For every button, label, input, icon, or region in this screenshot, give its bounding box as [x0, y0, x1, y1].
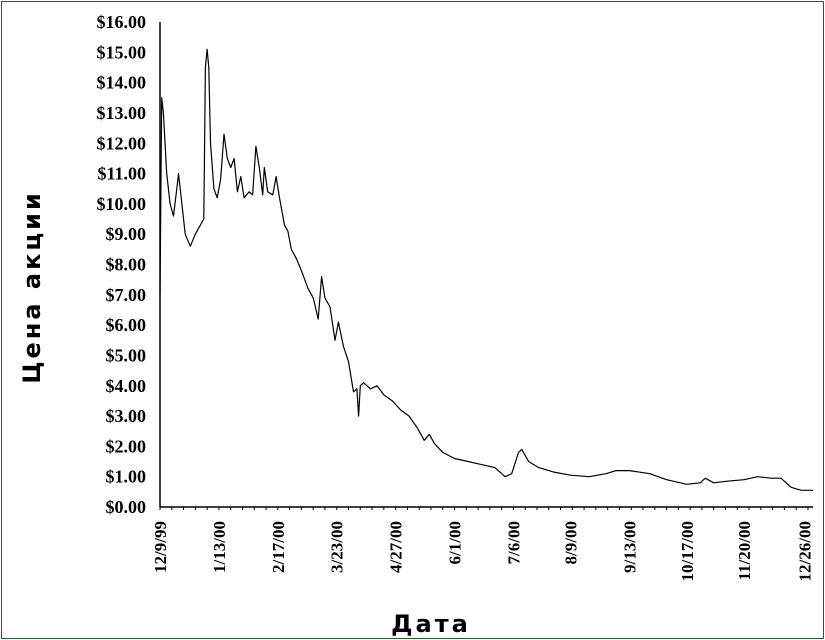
- x-tick-label: 4/27/00: [387, 521, 406, 573]
- x-tick-label: 6/1/00: [446, 521, 465, 564]
- x-axis-title: Дата: [391, 610, 471, 638]
- y-tick-label: $6.00: [106, 315, 147, 335]
- y-tick-label: $13.00: [97, 103, 147, 123]
- y-tick-label: $16.00: [97, 12, 147, 32]
- x-tick-label: 1/13/00: [210, 521, 229, 573]
- x-tick-label: 12/26/00: [796, 521, 815, 581]
- y-tick-label: $3.00: [106, 406, 147, 426]
- y-axis-ticks: $0.00 $1.00 $2.00 $3.00 $4.00 $5.00 $6.00 $7.00…: [97, 12, 147, 517]
- y-tick-label: $0.00: [106, 497, 147, 517]
- y-tick-label: $12.00: [97, 133, 147, 153]
- x-tick-label: 10/17/00: [678, 521, 697, 581]
- y-tick-label: $4.00: [106, 376, 147, 396]
- y-tick-label: $1.00: [106, 467, 147, 487]
- y-axis-title: Цена акции: [18, 190, 46, 384]
- y-tick-label: $2.00: [106, 436, 147, 456]
- x-tick-label: 12/9/99: [151, 521, 170, 573]
- x-tick-label: 7/6/00: [504, 521, 523, 564]
- y-tick-label: $14.00: [97, 73, 147, 93]
- x-tick-label: 2/17/00: [269, 521, 288, 573]
- x-tick-label: 8/9/00: [562, 521, 581, 564]
- y-tick-label: $15.00: [97, 42, 147, 62]
- y-tick-label: $7.00: [106, 285, 147, 305]
- y-tick-label: $5.00: [106, 345, 147, 365]
- x-tick-label: 11/20/00: [735, 521, 754, 581]
- x-tick-label: 3/23/00: [328, 521, 347, 573]
- y-tick-label: $10.00: [97, 194, 147, 214]
- y-tick-label: $9.00: [106, 224, 147, 244]
- x-axis-ticks: 12/9/99 1/13/00 2/17/00 3/23/00 4/27/00 6/1/0…: [151, 507, 815, 581]
- x-tick-label: 9/13/00: [621, 521, 640, 573]
- price-series-line: [159, 48, 813, 491]
- y-tick-label: $8.00: [106, 255, 147, 275]
- y-tick-label: $11.00: [97, 164, 146, 184]
- series-group: [159, 48, 813, 491]
